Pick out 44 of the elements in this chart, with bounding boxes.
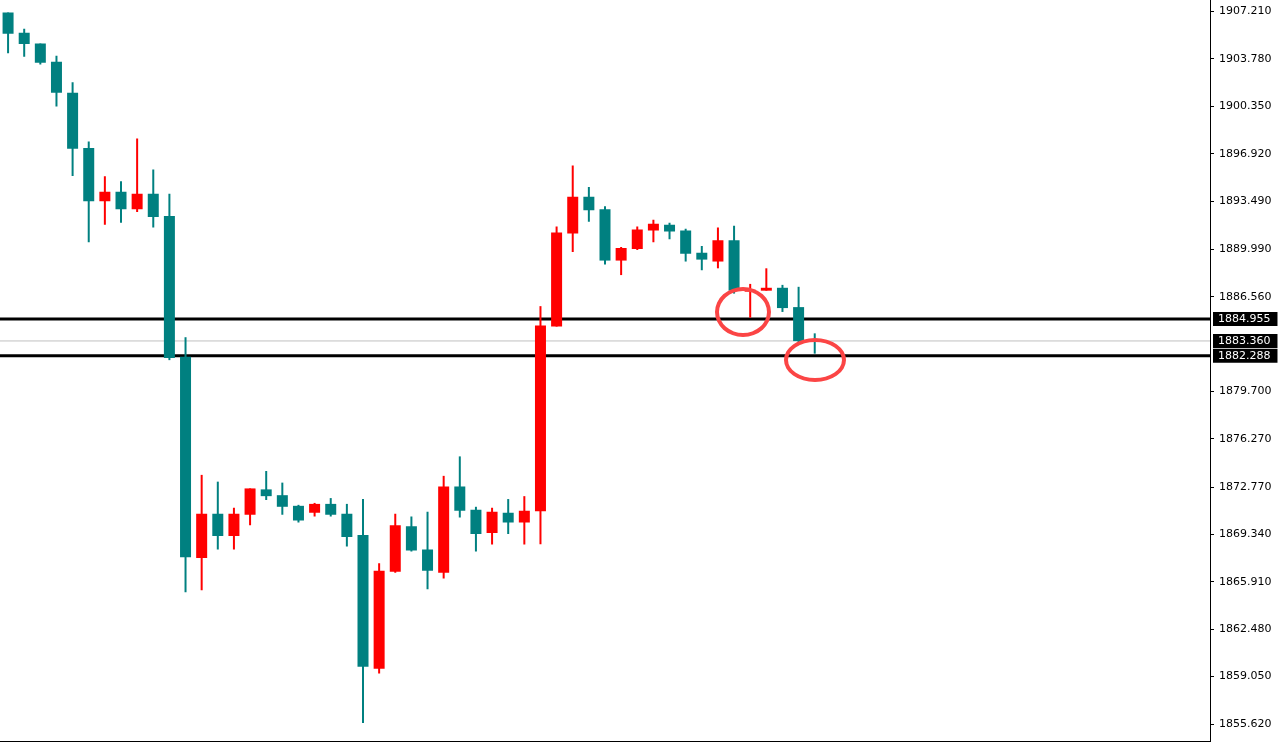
candlestick [502, 498, 514, 535]
candlestick [518, 495, 530, 546]
y-tick-label: 1865.910 [1219, 574, 1272, 588]
candlestick [34, 42, 46, 66]
candlestick [712, 226, 724, 270]
candlestick [776, 283, 788, 313]
candlestick [422, 510, 434, 591]
y-tick-label: 1903.780 [1219, 51, 1272, 65]
candlestick [276, 481, 288, 516]
candlestick [486, 506, 498, 546]
y-tick-label: 1907.210 [1219, 4, 1272, 18]
y-tick-label: 1896.920 [1219, 146, 1272, 160]
candlestick [631, 225, 643, 251]
candlestick [260, 470, 272, 502]
y-tick-label: 1862.480 [1219, 622, 1272, 636]
candlestick [18, 27, 30, 58]
y-tick-label: 1879.700 [1219, 384, 1272, 398]
y-tick-label: 1876.270 [1219, 431, 1272, 445]
candlestick [228, 506, 240, 551]
candlestick [115, 180, 127, 224]
y-tick-label: 1889.990 [1219, 242, 1272, 256]
candlestick [696, 245, 708, 272]
y-tick-label: 1859.050 [1219, 669, 1272, 683]
candlestick [341, 502, 353, 548]
y-tick-label: 1872.770 [1219, 480, 1272, 494]
candlestick [147, 168, 159, 229]
y-tick-label: 1855.620 [1219, 716, 1272, 730]
ref-line-label: 1884.955 [1218, 311, 1271, 325]
candlestick [647, 218, 659, 244]
candlestick [212, 480, 224, 551]
candlestick [583, 185, 595, 223]
candlestick [2, 11, 14, 55]
ref-line-label: 1882.288 [1218, 348, 1271, 362]
candlestick [99, 175, 111, 226]
candlestick [760, 267, 772, 292]
candlestick [131, 137, 143, 214]
candlestick [680, 227, 692, 263]
y-tick-label: 1869.340 [1219, 527, 1272, 541]
candlestick [615, 246, 627, 277]
y-tick-label: 1893.490 [1219, 193, 1272, 207]
y-tick-label: 1886.560 [1219, 289, 1272, 303]
y-tick-label: 1900.350 [1219, 99, 1272, 113]
ref-line-label: 1883.360 [1218, 333, 1271, 347]
candlestick [325, 497, 337, 518]
